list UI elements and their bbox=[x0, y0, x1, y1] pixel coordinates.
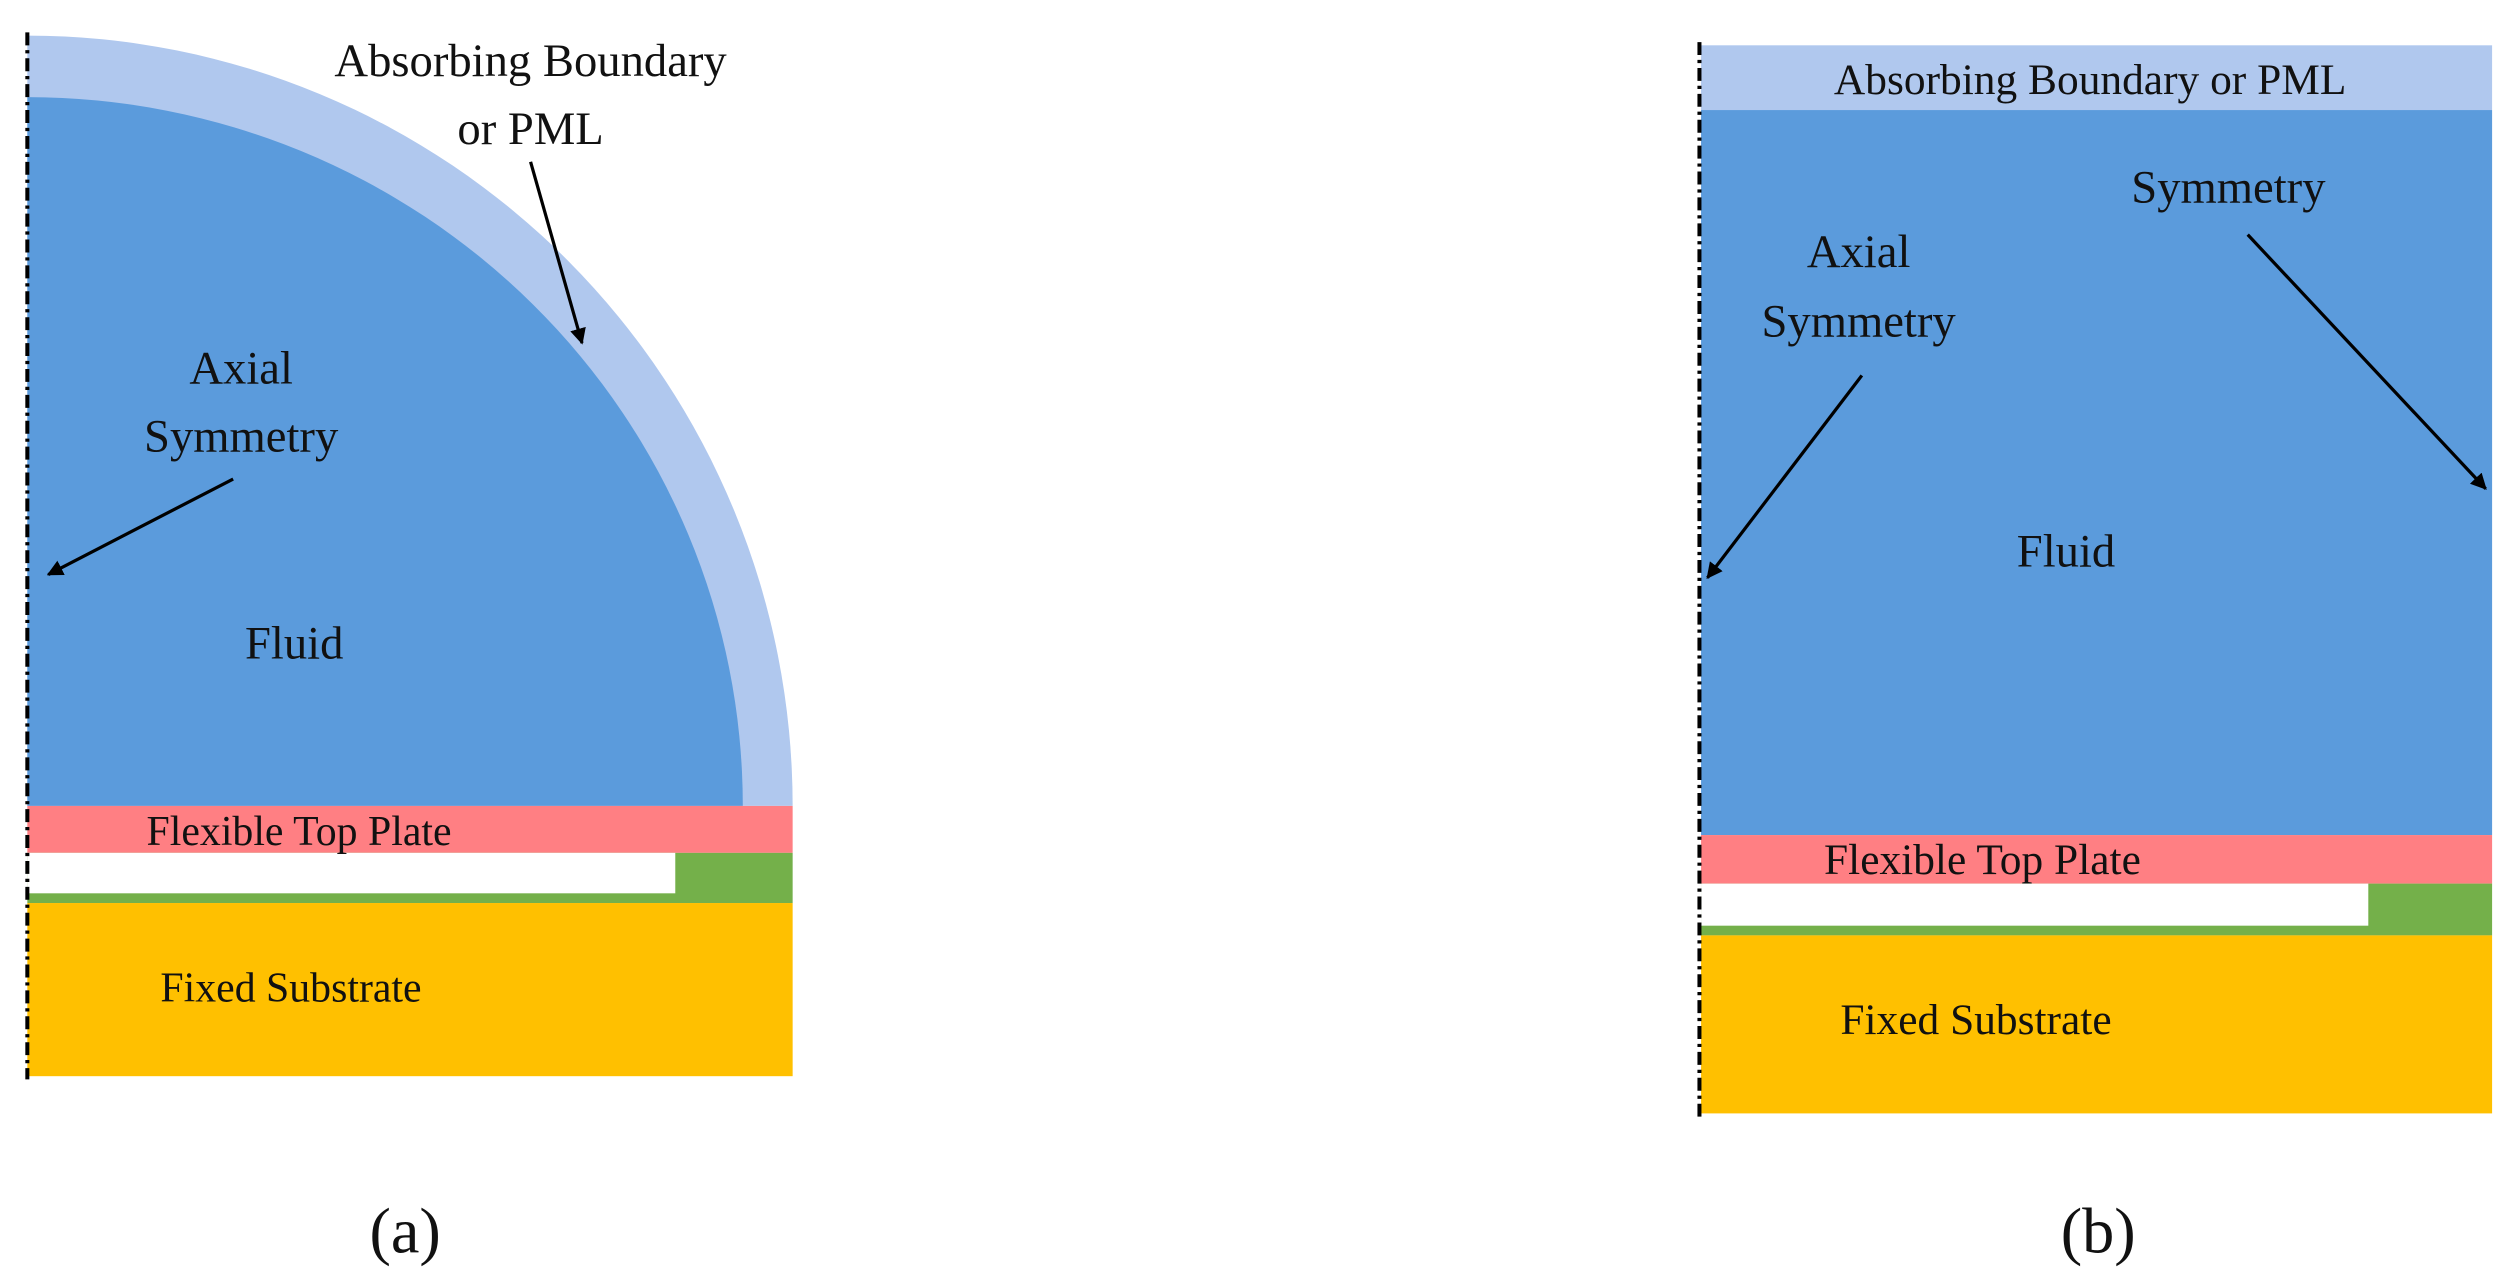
symmetry-label: Symmetry bbox=[2131, 161, 2326, 213]
panel-b: Absorbing Boundary or PML Symmetry Axial… bbox=[1697, 42, 2493, 1267]
caption: (b) bbox=[2061, 1195, 2136, 1266]
symmetry-label: Axial bbox=[189, 342, 293, 394]
panel-a: Absorbing Boundary or PML Axial Symmetry… bbox=[25, 32, 793, 1267]
arrow bbox=[1706, 374, 1864, 580]
arrow bbox=[2246, 233, 2487, 490]
gap bbox=[1701, 883, 2369, 926]
top-plate bbox=[27, 805, 793, 853]
caption: (a) bbox=[369, 1195, 440, 1266]
top-plate bbox=[1701, 835, 2493, 884]
pml-label: or PML bbox=[457, 103, 603, 155]
fluid-label: Fluid bbox=[2017, 525, 2115, 577]
pml-region bbox=[1701, 45, 2493, 111]
fluid-region bbox=[1701, 110, 2493, 836]
substrate bbox=[27, 903, 793, 1077]
arrow bbox=[529, 161, 586, 345]
gap bbox=[27, 852, 676, 894]
pml-label: Absorbing Boundary or PML bbox=[1834, 56, 2346, 104]
pml-label: Absorbing Boundary bbox=[334, 35, 727, 87]
arrow bbox=[46, 477, 234, 576]
symmetry-label: Symmetry bbox=[144, 410, 339, 462]
axial-label: Symmetry bbox=[1762, 295, 1957, 347]
fluid-region bbox=[27, 97, 743, 806]
substrate bbox=[1701, 935, 2493, 1114]
plate-label: Flexible Top Plate bbox=[1824, 836, 2141, 884]
substrate-label: Fixed Substrate bbox=[1840, 996, 2111, 1044]
plate-label: Flexible Top Plate bbox=[147, 809, 452, 855]
fluid-label: Fluid bbox=[245, 618, 343, 670]
axial-label: Axial bbox=[1807, 226, 1911, 278]
substrate-label: Fixed Substrate bbox=[160, 966, 421, 1012]
